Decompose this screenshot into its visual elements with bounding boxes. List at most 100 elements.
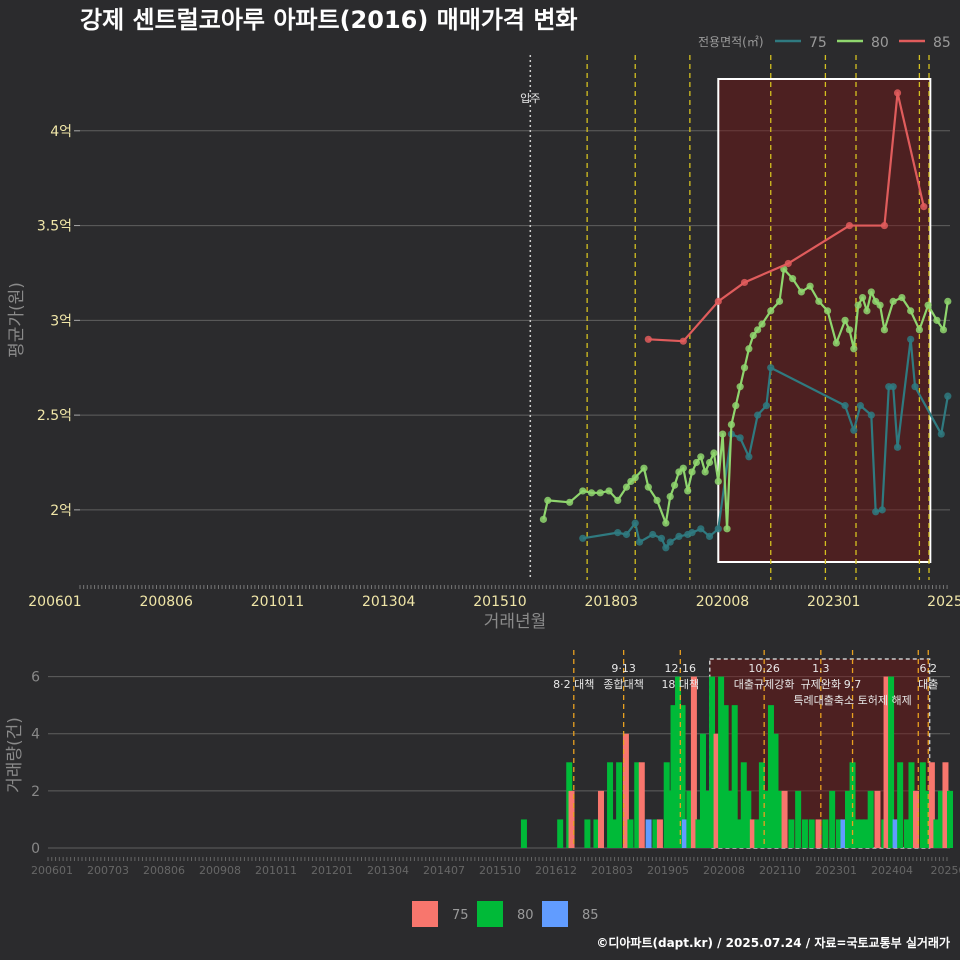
x-tick-label: 202404 xyxy=(871,864,913,877)
y-tick-label: 4 xyxy=(31,727,40,743)
policy-annotation: 특례대출축소 토허제 해제 xyxy=(793,693,911,707)
bar-80 xyxy=(584,819,591,848)
data-point-80 xyxy=(944,297,952,305)
y-tick-label: 2억 xyxy=(50,503,72,519)
data-point-75 xyxy=(688,529,696,537)
data-point-80 xyxy=(797,288,805,296)
data-point-80 xyxy=(775,297,784,305)
data-point-80 xyxy=(845,326,854,334)
data-point-80 xyxy=(719,430,727,438)
data-point-75 xyxy=(745,453,753,461)
data-point-75 xyxy=(657,534,666,542)
data-point-80 xyxy=(684,487,692,495)
bar-80 xyxy=(795,790,802,848)
data-point-75 xyxy=(856,402,864,410)
data-point-85 xyxy=(679,337,687,345)
data-point-85 xyxy=(714,297,722,305)
footer-credit: ©디아파트(dapt.kr) / 2025.07.24 / 자료=국토교통부 실… xyxy=(596,935,950,950)
data-point-80 xyxy=(854,301,862,309)
data-point-75 xyxy=(911,383,919,391)
data-point-80 xyxy=(858,293,867,302)
bar-80 xyxy=(854,819,861,848)
data-point-80 xyxy=(758,320,766,328)
bar-80 xyxy=(903,819,910,848)
price-panel: 2억 2.5억 3억 3.5억 4억 200601 200806 201011 201304 20… xyxy=(28,55,960,610)
data-point-80 xyxy=(566,498,574,506)
data-point-75 xyxy=(867,411,875,419)
data-point-80 xyxy=(544,496,552,504)
data-point-85 xyxy=(784,259,792,268)
y-tick-label: 2 xyxy=(31,784,40,800)
bar-85 xyxy=(840,819,847,848)
data-point-80 xyxy=(662,519,670,527)
data-point-75 xyxy=(631,519,639,527)
data-point-80 xyxy=(692,458,701,467)
legend-top: 전용면적(㎡) 75 80 85 xyxy=(698,35,951,51)
data-point-80 xyxy=(806,282,814,290)
bar-75 xyxy=(622,733,629,848)
legend-bottom: 75 80 85 xyxy=(412,901,599,927)
bar-85 xyxy=(681,819,688,848)
bar-80 xyxy=(731,705,738,848)
data-point-75 xyxy=(893,443,902,451)
bar-80 xyxy=(675,676,682,848)
y-tick-label: 3억 xyxy=(50,313,72,329)
x-tick-label: 201011 xyxy=(251,594,304,610)
data-point-80 xyxy=(907,307,915,315)
bar-75 xyxy=(781,790,788,848)
x-tick-label: 201510 xyxy=(479,864,521,877)
data-point-80 xyxy=(679,464,687,472)
data-point-80 xyxy=(688,468,696,476)
bar-80 xyxy=(867,790,874,848)
data-point-80 xyxy=(710,449,718,457)
policy-annotation: 9.7 xyxy=(844,678,862,691)
data-point-80 xyxy=(701,468,709,476)
data-point-75 xyxy=(714,525,722,533)
policy-annotation: 규제완화 xyxy=(801,678,841,691)
data-point-80 xyxy=(876,301,884,309)
bar-80 xyxy=(679,705,686,848)
data-point-80 xyxy=(640,464,648,472)
bar-80 xyxy=(607,762,614,848)
x-tick-label: 201011 xyxy=(255,864,297,877)
policy-annotation: 대출 xyxy=(918,678,938,691)
bar-75 xyxy=(913,790,920,848)
data-point-80 xyxy=(732,402,740,410)
x-tick-label: 201304 xyxy=(367,864,409,877)
data-point-80 xyxy=(653,496,661,504)
data-point-80 xyxy=(933,316,941,324)
y-tick-label: 3.5억 xyxy=(37,219,72,235)
data-point-80 xyxy=(539,515,548,523)
data-point-75 xyxy=(889,383,897,391)
data-point-80 xyxy=(644,483,652,491)
x-tick-label: 2025 xyxy=(927,594,960,610)
policy-annotation: 종합대책 xyxy=(603,678,643,691)
policy-annotation: 8·2 대책 xyxy=(553,678,594,691)
bar-75 xyxy=(749,819,756,848)
policy-annotation: 10.26 xyxy=(748,662,780,675)
bar-75 xyxy=(883,676,890,848)
bar-80 xyxy=(888,676,895,848)
legend-label-85: 85 xyxy=(933,35,951,51)
data-point-80 xyxy=(745,345,753,353)
data-point-75 xyxy=(666,538,674,546)
bar-80 xyxy=(763,790,770,848)
bar-80 xyxy=(754,819,761,848)
data-point-85 xyxy=(845,221,854,230)
bar-80 xyxy=(835,819,842,848)
policy-annotation: 대출규제강화 xyxy=(734,678,795,691)
bar-80 xyxy=(845,790,852,848)
bar-80 xyxy=(947,790,953,848)
x-tick-label: 202301 xyxy=(815,864,857,877)
y-tick-label: 4억 xyxy=(50,124,72,140)
x-tick-label: 201201 xyxy=(311,864,353,877)
legend-label-80: 80 xyxy=(871,35,889,51)
data-point-75 xyxy=(635,538,644,546)
bar-75 xyxy=(690,676,697,848)
bar-85 xyxy=(892,819,899,848)
data-point-80 xyxy=(697,453,705,461)
bar-80 xyxy=(908,762,915,848)
bar-80 xyxy=(897,762,904,848)
data-point-80 xyxy=(898,293,906,302)
policy-annotation: 6.2 xyxy=(919,662,937,675)
